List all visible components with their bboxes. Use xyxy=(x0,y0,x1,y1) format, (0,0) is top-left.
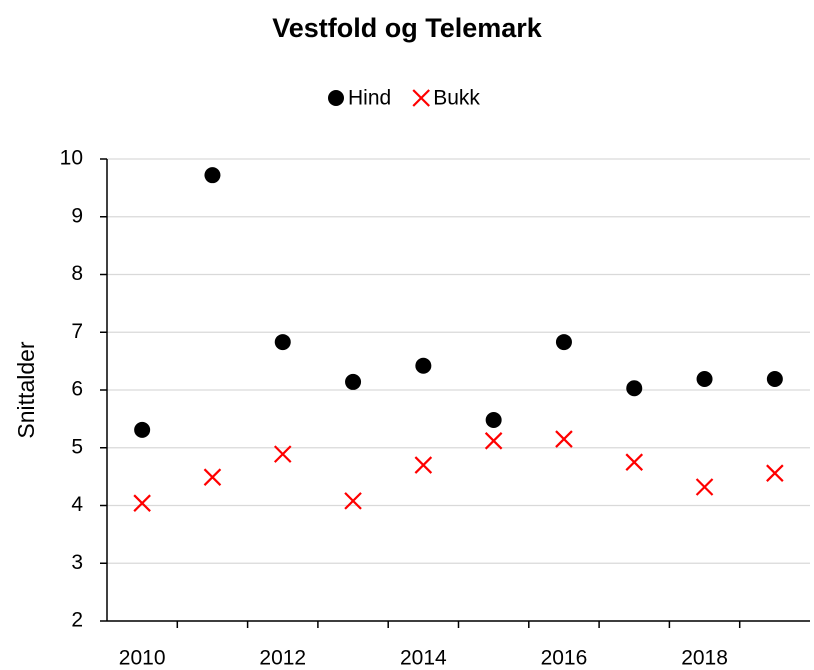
y-tick-label: 4 xyxy=(71,493,83,516)
y-tick-label: 9 xyxy=(71,204,83,227)
y-tick-label: 7 xyxy=(71,320,83,343)
point xyxy=(766,464,784,482)
point xyxy=(625,453,644,471)
legend-marker xyxy=(328,90,344,106)
point xyxy=(134,421,151,438)
legend-marker xyxy=(412,89,430,107)
y-axis-label: Snittalder xyxy=(13,341,39,439)
y-tick-label: 8 xyxy=(71,262,83,285)
point xyxy=(133,494,151,512)
point xyxy=(696,371,713,388)
point xyxy=(766,371,783,388)
legend-label: Hind xyxy=(348,87,391,110)
point xyxy=(414,456,433,474)
point xyxy=(626,380,643,397)
point xyxy=(345,373,362,390)
point xyxy=(415,357,432,374)
x-tick-label: 2018 xyxy=(681,647,728,670)
x-tick-label: 2012 xyxy=(259,647,306,670)
point xyxy=(484,432,503,450)
point xyxy=(273,445,292,463)
point xyxy=(203,468,222,486)
point xyxy=(274,334,291,351)
point xyxy=(204,167,221,184)
point xyxy=(695,478,714,496)
point xyxy=(344,492,362,510)
y-tick-label: 10 xyxy=(60,147,83,170)
x-tick-label: 2014 xyxy=(400,647,447,670)
point xyxy=(485,412,502,429)
y-tick-label: 3 xyxy=(71,551,83,574)
y-tick-label: 5 xyxy=(71,435,83,458)
legend-label: Bukk xyxy=(433,87,480,110)
x-tick-label: 2016 xyxy=(541,647,588,670)
x-tick-label: 2010 xyxy=(119,647,166,670)
point xyxy=(555,430,573,448)
y-tick-label: 6 xyxy=(71,378,83,401)
y-tick-label: 2 xyxy=(71,609,83,632)
chart-title: Vestfold og Telemark xyxy=(272,13,543,43)
point xyxy=(555,334,572,351)
